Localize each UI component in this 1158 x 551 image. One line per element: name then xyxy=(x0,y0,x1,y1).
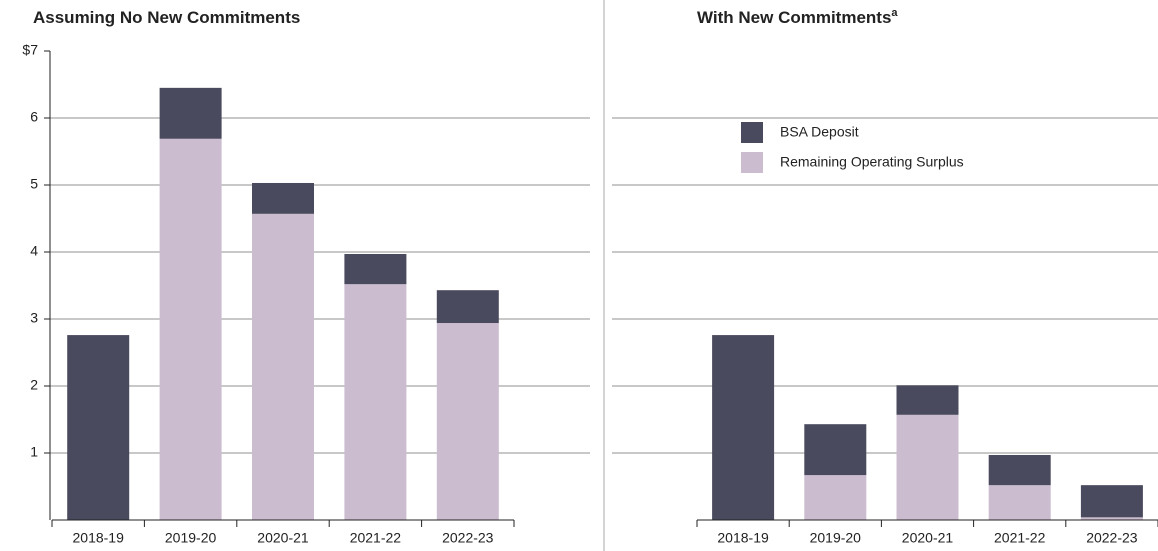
x-tick-label: 2021-22 xyxy=(994,530,1046,546)
bar-segment xyxy=(159,87,222,139)
bar-segment xyxy=(1080,485,1143,518)
x-tick-label: 2019-20 xyxy=(810,530,862,546)
legend-label: BSA Deposit xyxy=(780,124,859,140)
chart-title: Assuming No New Commitments xyxy=(33,8,300,27)
bar-segment xyxy=(252,213,314,520)
x-tick-label: 2021-22 xyxy=(350,530,402,546)
bar-segment xyxy=(804,475,867,520)
legend-label: Remaining Operating Surplus xyxy=(780,154,964,170)
title-text: With New Commitments xyxy=(697,8,891,27)
bar-segment xyxy=(252,182,314,214)
legend-swatch xyxy=(741,152,763,173)
y-tick-label: 5 xyxy=(30,176,38,192)
x-tick-label: 2020-21 xyxy=(257,530,309,546)
y-tick-label: 6 xyxy=(30,109,38,125)
legend-swatch xyxy=(741,122,763,143)
y-tick-label: 4 xyxy=(30,243,38,259)
bar-segment xyxy=(804,424,867,476)
bar-segment xyxy=(159,138,222,520)
bar-segment xyxy=(436,323,499,520)
bar-segment xyxy=(67,335,130,520)
x-tick-label: 2019-20 xyxy=(165,530,217,546)
bar-segment xyxy=(896,385,959,415)
bar-segment xyxy=(988,455,1051,486)
bar-segment xyxy=(988,485,1051,520)
bar-segment xyxy=(344,284,407,520)
bar-segment xyxy=(896,414,959,520)
y-tick-label: 2 xyxy=(30,377,38,393)
title-text: Assuming No New Commitments xyxy=(33,8,300,27)
bar-segment xyxy=(344,254,407,285)
y-tick-label: 3 xyxy=(30,310,38,326)
chart-title: With New Commitmentsa xyxy=(697,7,898,28)
bar-segment xyxy=(1080,517,1143,520)
title-note: a xyxy=(891,7,898,19)
x-tick-label: 2022-23 xyxy=(442,530,494,546)
x-tick-label: 2022-23 xyxy=(1086,530,1138,546)
y-tick-label: $7 xyxy=(22,42,38,58)
bar-segment xyxy=(436,290,499,324)
x-tick-label: 2018-19 xyxy=(73,530,125,546)
y-tick-label: 1 xyxy=(30,444,38,460)
x-tick-label: 2018-19 xyxy=(717,530,769,546)
bar-segment xyxy=(712,335,775,520)
x-tick-label: 2020-21 xyxy=(902,530,954,546)
